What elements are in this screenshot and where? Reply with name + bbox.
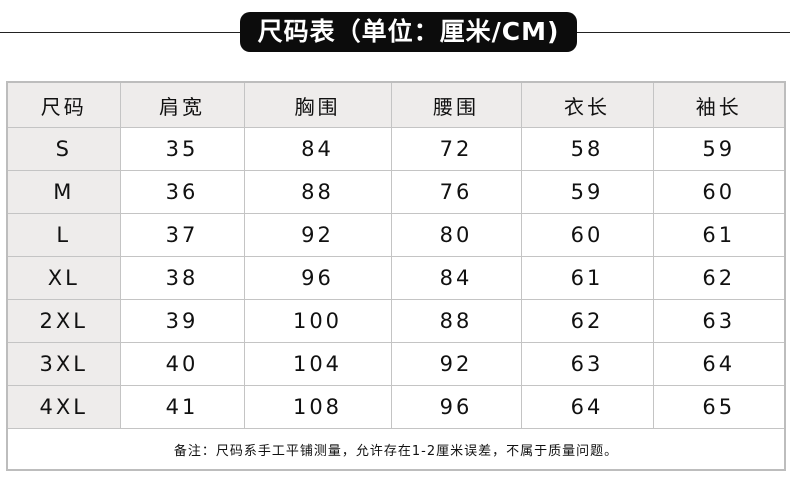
- header-chest: 胸围: [243, 81, 392, 128]
- note-row: 备注：尺码系手工平铺测量，允许存在1-2厘米误差，不属于质量问题。: [6, 428, 786, 471]
- cell-size: S: [6, 127, 121, 171]
- cell-waist: 76: [390, 170, 522, 214]
- cell-waist: 80: [390, 213, 522, 257]
- table-row: 2XL 39 100 88 62 63: [6, 299, 786, 343]
- cell-sleeve: 61: [652, 213, 786, 257]
- cell-shoulder: 41: [119, 385, 245, 429]
- table-row: XL 38 96 84 61 62: [6, 256, 786, 300]
- cell-sleeve: 62: [652, 256, 786, 300]
- cell-shoulder: 37: [119, 213, 245, 257]
- page-title: 尺码表（单位：厘米/CM): [240, 12, 577, 52]
- cell-waist: 96: [390, 385, 522, 429]
- cell-sleeve: 63: [652, 299, 786, 343]
- note-text: 备注：尺码系手工平铺测量，允许存在1-2厘米误差，不属于质量问题。: [6, 428, 786, 471]
- cell-size: XL: [6, 256, 121, 300]
- cell-length: 58: [520, 127, 654, 171]
- cell-size: M: [6, 170, 121, 214]
- cell-chest: 84: [243, 127, 392, 171]
- cell-length: 63: [520, 342, 654, 386]
- cell-waist: 72: [390, 127, 522, 171]
- cell-size: L: [6, 213, 121, 257]
- header-waist: 腰围: [390, 81, 522, 128]
- cell-length: 59: [520, 170, 654, 214]
- cell-chest: 88: [243, 170, 392, 214]
- cell-waist: 92: [390, 342, 522, 386]
- header-shoulder: 肩宽: [119, 81, 245, 128]
- table-row: M 36 88 76 59 60: [6, 170, 786, 214]
- cell-length: 60: [520, 213, 654, 257]
- size-table: 尺码 肩宽 胸围 腰围 衣长 袖长 S 35 84 72 58 59 M 36 88 76 59 60 L 37 92…: [6, 81, 786, 471]
- cell-length: 61: [520, 256, 654, 300]
- cell-chest: 96: [243, 256, 392, 300]
- header-sleeve: 袖长: [652, 81, 786, 128]
- header-size: 尺码: [6, 81, 121, 128]
- cell-chest: 104: [243, 342, 392, 386]
- cell-shoulder: 35: [119, 127, 245, 171]
- table-row: S 35 84 72 58 59: [6, 127, 786, 171]
- cell-sleeve: 64: [652, 342, 786, 386]
- cell-waist: 84: [390, 256, 522, 300]
- table-row: L 37 92 80 60 61: [6, 213, 786, 257]
- cell-size: 2XL: [6, 299, 121, 343]
- cell-length: 64: [520, 385, 654, 429]
- cell-length: 62: [520, 299, 654, 343]
- cell-shoulder: 39: [119, 299, 245, 343]
- cell-sleeve: 60: [652, 170, 786, 214]
- header-length: 衣长: [520, 81, 654, 128]
- cell-chest: 108: [243, 385, 392, 429]
- cell-chest: 100: [243, 299, 392, 343]
- cell-waist: 88: [390, 299, 522, 343]
- cell-size: 4XL: [6, 385, 121, 429]
- cell-sleeve: 65: [652, 385, 786, 429]
- header-row: 尺码 肩宽 胸围 腰围 衣长 袖长: [6, 81, 786, 128]
- table-row: 3XL 40 104 92 63 64: [6, 342, 786, 386]
- table-row: 4XL 41 108 96 64 65: [6, 385, 786, 429]
- cell-size: 3XL: [6, 342, 121, 386]
- cell-chest: 92: [243, 213, 392, 257]
- cell-shoulder: 40: [119, 342, 245, 386]
- cell-shoulder: 36: [119, 170, 245, 214]
- cell-sleeve: 59: [652, 127, 786, 171]
- cell-shoulder: 38: [119, 256, 245, 300]
